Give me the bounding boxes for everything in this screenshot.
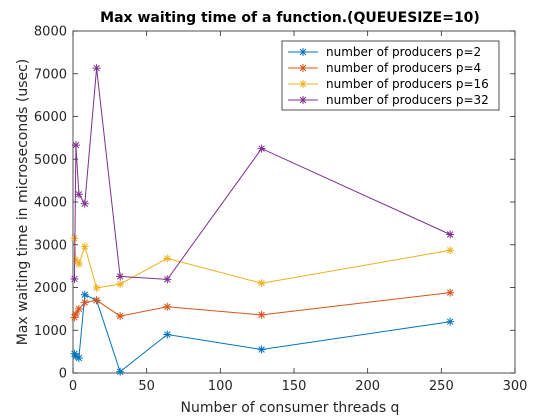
legend-marker-0 [299,48,307,56]
x-tick-label-4: 200 [355,379,380,394]
series-1-point-5 [116,312,125,321]
y-tick-label-5: 5000 [34,153,67,168]
legend-marker-1 [299,64,307,72]
x-tick-label-2: 100 [208,379,233,394]
legend-item-0: number of producers p=2 [288,45,481,59]
legend-marker-2 [299,80,307,88]
x-tick-label-6: 300 [503,379,528,394]
y-tick-label-2: 2000 [34,281,67,296]
series-1-point-7 [257,310,266,319]
x-tick-label-0: 0 [69,379,77,394]
series-2-point-6 [163,254,172,263]
legend-label-2: number of producers p=16 [326,77,489,91]
series-0-point-8 [446,317,455,326]
series-2-point-4 [92,283,101,292]
series-3-point-1 [71,141,80,150]
series-3-point-8 [446,230,455,239]
y-tick-label-4: 4000 [34,196,67,211]
series-0-point-2 [74,354,83,363]
series-2-point-7 [257,279,266,288]
series-2-point-8 [446,246,455,255]
series-3-point-4 [92,64,101,73]
y-axis: 0 1000 2000 3000 4000 5000 6000 7000 8000 [34,25,515,382]
y-tick-label-6: 6000 [34,110,67,125]
series-3-point-2 [74,190,83,199]
legend: number of producers p=2 number of produce… [281,40,500,111]
legend-marker-3 [299,96,307,104]
x-tick-label-5: 250 [429,379,454,394]
x-axis-label: Number of consumer threads q [181,400,400,416]
legend-label-3: number of producers p=32 [326,93,489,107]
series-layer [70,64,455,376]
legend-label-0: number of producers p=2 [326,45,481,59]
x-tick-label-1: 50 [138,379,155,394]
series-3 [70,64,455,284]
legend-item-2: number of producers p=16 [288,77,489,91]
series-0-point-7 [257,345,266,354]
y-tick-label-7: 7000 [34,67,67,82]
series-2-point-3 [80,242,89,251]
series-2-point-1 [71,255,80,264]
y-tick-label-8: 8000 [34,25,67,40]
series-1-point-3 [80,298,89,307]
series-1-point-4 [92,296,101,305]
series-1-point-6 [163,302,172,311]
x-tick-label-3: 150 [282,379,307,394]
x-axis: 0 50 100 150 200 250 300 [69,31,528,394]
legend-label-1: number of producers p=4 [326,61,481,75]
series-1-point-2 [74,304,83,313]
y-tick-label-0: 0 [59,367,67,382]
series-1-point-8 [446,288,455,297]
series-1 [70,288,455,322]
series-3-point-6 [163,275,172,284]
y-tick-label-3: 3000 [34,238,67,253]
series-2-point-2 [74,259,83,268]
series-0-point-5 [116,367,125,376]
series-2-point-5 [116,280,125,289]
series-0-point-3 [80,290,89,299]
series-3-point-0 [70,274,79,283]
series-3-point-3 [80,199,89,208]
series-3-point-7 [257,144,266,153]
legend-item-3: number of producers p=32 [288,93,489,107]
y-axis-label: Max waiting time in microseconds (usec) [15,59,31,346]
series-3-point-5 [116,272,125,281]
chart-title: Max waiting time of a function.(QUEUESIZ… [100,10,480,26]
y-tick-label-1: 1000 [34,324,67,339]
legend-box [281,40,500,111]
legend-item-1: number of producers p=4 [288,61,481,75]
series-0-point-6 [163,330,172,339]
